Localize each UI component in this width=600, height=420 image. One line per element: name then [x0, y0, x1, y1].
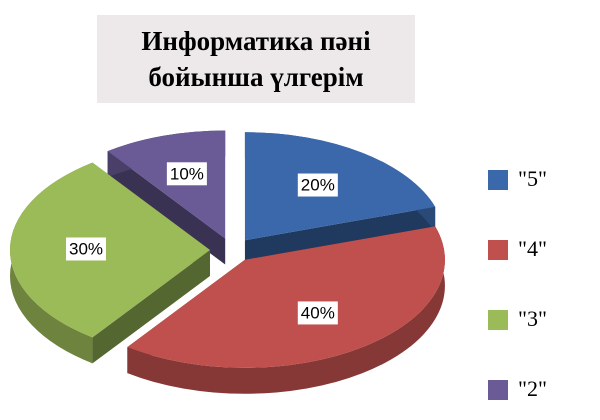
- value-label: 30%: [69, 239, 103, 258]
- slice-side: [244, 206, 436, 267]
- legend-label: "4": [518, 236, 547, 261]
- slice-group: 30%: [9, 162, 211, 364]
- legend-swatch: [488, 380, 508, 400]
- value-label-box: [166, 162, 207, 186]
- chart-title: Информатика пәні бойынша үлгерім: [97, 15, 415, 103]
- slice-side: [127, 226, 445, 394]
- slice-group: 40%: [127, 226, 445, 394]
- legend-label: "3": [518, 306, 547, 331]
- slice-group: 20%: [244, 132, 436, 267]
- pie-slice: [244, 132, 436, 241]
- legend-swatch: [488, 170, 508, 190]
- legend-label: "2": [518, 376, 547, 401]
- value-label: 40%: [301, 303, 335, 322]
- value-label-box: [297, 301, 338, 325]
- pie-slice: [9, 162, 211, 338]
- pie-slice: [127, 226, 445, 368]
- legend-swatch: [488, 240, 508, 260]
- slice-side: [107, 151, 226, 265]
- legend-label: "5": [518, 166, 547, 191]
- slice-group: 10%: [107, 130, 226, 265]
- value-label: 10%: [170, 164, 204, 183]
- slice-side: [92, 250, 210, 364]
- value-label-box: [297, 173, 338, 197]
- value-label: 20%: [301, 176, 335, 195]
- pie-slice: [107, 130, 226, 239]
- legend-swatch: [488, 310, 508, 330]
- value-label-box: [65, 237, 107, 261]
